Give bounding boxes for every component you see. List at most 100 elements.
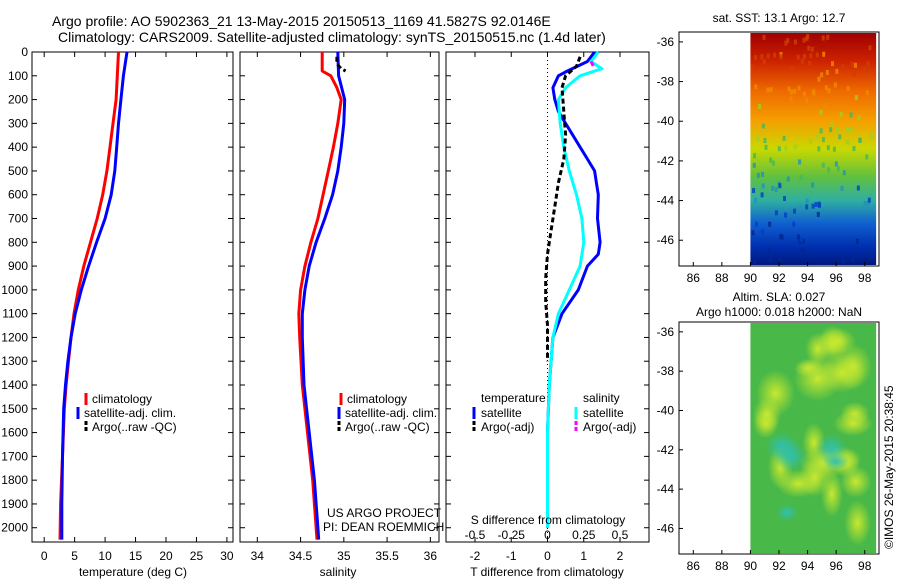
salinity-x-tick-label: 36	[424, 549, 438, 563]
temperature-panel	[31, 51, 234, 543]
sst-speckle	[838, 134, 842, 140]
sla_map-x-tick-label: 92	[772, 559, 786, 573]
sst-speckle	[807, 45, 811, 51]
sst-speckle	[815, 52, 819, 58]
depth-tick-label: 1800	[1, 473, 28, 487]
sst-speckle	[767, 248, 771, 254]
project-annotation: US ARGO PROJECT	[327, 506, 442, 520]
legend-label-temp-argo: Argo(-adj)	[481, 420, 534, 434]
sst-speckle	[769, 157, 773, 163]
sst-speckle	[816, 211, 820, 217]
temperature-x-tick-label: 30	[220, 549, 234, 563]
sst_map-x-tick-label: 92	[772, 271, 786, 285]
salinity-x-tick-label: 34.5	[289, 549, 313, 563]
difference-x-tick-label: 2	[617, 549, 624, 563]
sst-speckle	[761, 183, 765, 189]
depth-tick-label: 200	[8, 93, 28, 107]
sst-speckle	[856, 238, 860, 244]
sst-speckle	[769, 257, 773, 263]
depth-tick-label: 1500	[1, 402, 28, 416]
temperature-x-tick-label: 10	[98, 549, 112, 563]
sst-speckle	[826, 34, 830, 40]
sst-speckle	[793, 39, 797, 45]
sst-speckle	[865, 154, 869, 160]
difference-s-tick-label: -0.5	[465, 528, 486, 542]
sst_map-y-tick-label: -44	[657, 194, 675, 208]
difference-series-temperature-satellite	[546, 51, 602, 528]
sst-speckle	[865, 90, 869, 96]
depth-tick-label: 700	[8, 212, 28, 226]
salinity-legend: climatology satellite-adj. clim. Argo(..…	[337, 392, 437, 434]
sst-speckle	[762, 59, 766, 65]
sst-speckle	[783, 196, 787, 202]
sla-high-anomaly	[833, 410, 873, 437]
sst-speckle	[811, 203, 815, 209]
sla-high-anomaly	[834, 343, 872, 390]
salinity-x-tick-label: 35	[337, 549, 351, 563]
sst-speckle	[849, 127, 853, 133]
sst-speckle	[784, 212, 788, 218]
depth-tick-label: 1900	[1, 497, 28, 511]
sst-speckle	[841, 64, 845, 70]
sla_map-x-tick-label: 86	[687, 559, 701, 573]
depth-tick-label: 0	[21, 45, 28, 59]
sst-speckle	[790, 89, 794, 95]
sst-speckle	[754, 54, 758, 60]
salinity-series-satellite-adj-clim-	[300, 51, 347, 540]
sst-speckle	[753, 236, 757, 242]
sst-speckle	[801, 238, 805, 244]
sst_map-y-tick-label: -38	[657, 75, 675, 89]
sst-speckle	[753, 197, 757, 203]
sst-speckle	[824, 85, 828, 91]
sst-speckle	[836, 166, 840, 172]
sst-speckle	[800, 58, 804, 64]
sst-speckle	[832, 146, 836, 152]
difference-x-tick-label: 1	[580, 549, 587, 563]
sst-speckle	[805, 204, 809, 210]
sla_map-y-tick-label: -38	[657, 364, 675, 378]
sst-speckle	[866, 200, 870, 206]
header-title: Argo profile: AO 5902363_21 13-May-2015 …	[52, 13, 551, 29]
legend-heading-temperature: temperature	[481, 391, 546, 405]
sst_map-x-tick-label: 88	[715, 271, 729, 285]
sst-speckle	[779, 54, 783, 60]
sst-speckle	[760, 54, 764, 60]
sst-speckle	[808, 60, 812, 66]
depth-tick-label: 100	[8, 69, 28, 83]
difference-s-tick-label: 0.25	[572, 528, 596, 542]
salinity-xlabel: salinity	[320, 565, 357, 579]
sst-speckle	[761, 123, 765, 129]
legend-label-argo: Argo(..raw -QC)	[345, 420, 430, 434]
sst-speckle	[782, 135, 786, 141]
sst-speckle	[750, 64, 754, 70]
sst-speckle	[793, 208, 797, 214]
sla_map-y-tick-label: -46	[657, 521, 675, 535]
sst-speckle	[820, 72, 824, 78]
depth-tick-label: 1200	[1, 330, 28, 344]
sla-high-anomaly	[798, 458, 832, 497]
temperature-legend: climatology satellite-adj. clim. Argo(..…	[76, 392, 177, 434]
sst-field	[750, 33, 877, 265]
sst-speckle	[756, 172, 760, 178]
sst-speckle	[805, 98, 809, 104]
sst-speckle	[757, 108, 761, 114]
sst-speckle	[792, 221, 796, 227]
sst-speckle	[819, 128, 823, 134]
legend-label-temp-satellite: satellite	[481, 406, 522, 420]
difference-series-temperature-argo-adj-	[544, 56, 582, 362]
sst-speckle	[817, 146, 821, 152]
temperature-x-tick-label: 25	[190, 549, 204, 563]
difference-xlabel: T difference from climatology	[470, 565, 624, 579]
sst-speckle	[766, 87, 770, 93]
sst-speckle	[830, 121, 834, 127]
legend-label-satellite: satellite-adj. clim.	[345, 406, 437, 420]
sst_map-y-tick-label: -42	[657, 154, 675, 168]
salinity-series-argo-raw-qc-	[335, 56, 347, 73]
salinity-panel	[239, 51, 440, 543]
sst-speckle	[827, 88, 831, 94]
sst-speckle	[784, 145, 788, 151]
depth-tick-label: 300	[8, 116, 28, 130]
header-subtitle: Climatology: CARS2009. Satellite-adjuste…	[58, 29, 606, 45]
sst-speckle	[760, 229, 764, 235]
sst-speckle	[762, 34, 766, 40]
